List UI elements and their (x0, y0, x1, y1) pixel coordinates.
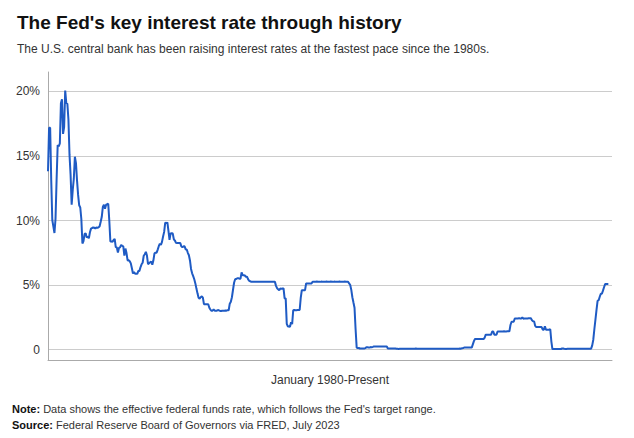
svg-text:10%: 10% (16, 214, 40, 228)
svg-text:Federal Reserve Board of Gover: Federal Reserve Board of Governors via F… (53, 419, 340, 431)
svg-text:0: 0 (33, 343, 40, 357)
svg-text:The Fed's key interest rate th: The Fed's key interest rate through hist… (17, 12, 402, 33)
svg-text:Note:: Note: (12, 403, 40, 415)
svg-text:20%: 20% (16, 84, 40, 98)
svg-text:5%: 5% (23, 278, 41, 292)
svg-text:Source:: Source: (12, 419, 53, 431)
svg-text:January 1980-Present: January 1980-Present (271, 373, 390, 387)
svg-text:The U.S. central bank has been: The U.S. central bank has been raising i… (17, 42, 489, 56)
svg-text:Data shows the effective feder: Data shows the effective federal funds r… (40, 403, 436, 415)
svg-text:15%: 15% (16, 149, 40, 163)
